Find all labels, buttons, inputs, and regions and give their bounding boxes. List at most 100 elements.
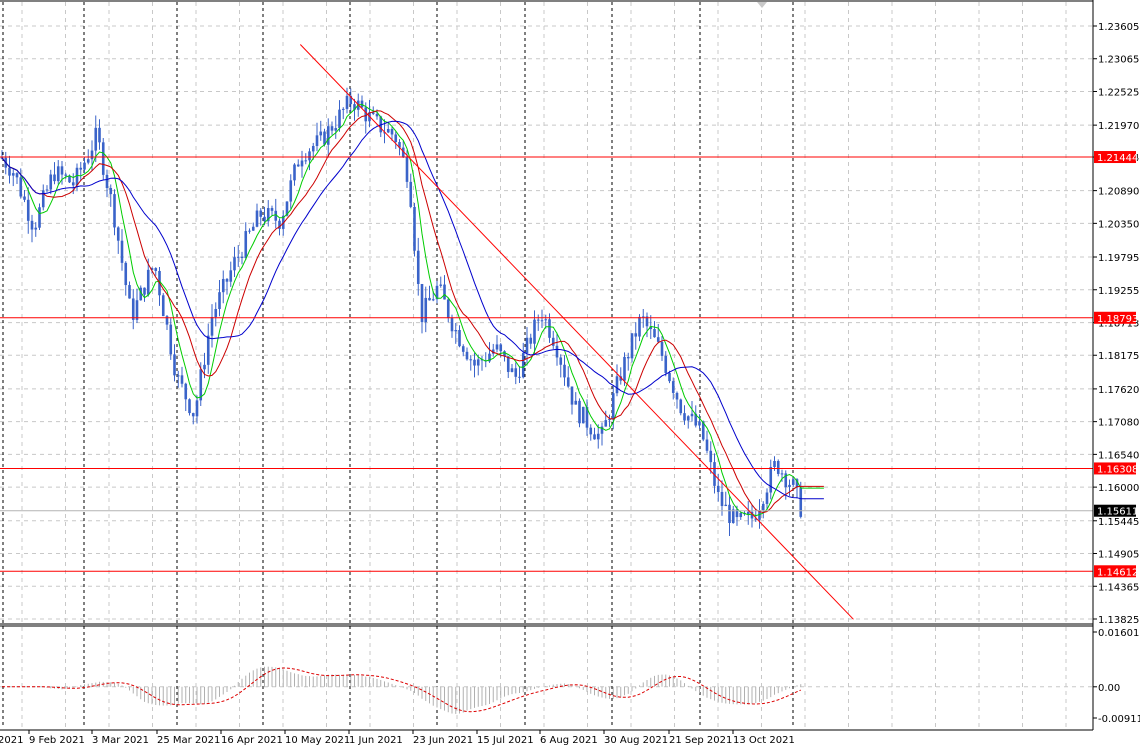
candle-body (49, 174, 53, 190)
candle-body (705, 439, 709, 451)
price-axis: 1.23605 1.23065 1.22525 1.21970 1.21444 1.208… (1093, 22, 1139, 626)
candle-body (15, 173, 19, 178)
candle-body (525, 337, 529, 354)
oscillator-tick-label: 0.01601 (1098, 628, 1139, 639)
candle-body (784, 473, 788, 488)
current-price-badge (1094, 504, 1136, 517)
candle-body (83, 162, 86, 170)
candle-body (398, 142, 401, 148)
period-separators (2, 2, 794, 728)
price-tick-label: 1.17080 (1098, 418, 1139, 429)
candle-body (424, 297, 428, 323)
candle-body (165, 316, 169, 325)
oscillator-axis: 0.01601 0.00 -0.009117 (1093, 628, 1140, 725)
candle-body (184, 383, 188, 400)
price-tick-label: 1.18713 (1098, 319, 1139, 330)
candle-body (469, 359, 473, 361)
candle-body (446, 299, 450, 319)
candle-body (236, 256, 240, 258)
candle-body (394, 134, 398, 143)
candle-body (458, 329, 461, 347)
price-tick-label: 1.17620 (1098, 385, 1139, 396)
candle-body (71, 182, 75, 186)
candle-body (634, 333, 638, 337)
candle-body (454, 329, 458, 332)
candle-body (195, 400, 199, 417)
candle-body (600, 426, 604, 434)
candle-body (521, 353, 525, 378)
time-tick-label: 9 Feb 2021 (29, 735, 85, 746)
candle-body (390, 128, 394, 135)
candle-body (244, 231, 248, 259)
candle-body (375, 113, 379, 117)
candle-body (75, 167, 79, 186)
candle-body (345, 95, 349, 109)
candle-body (788, 484, 791, 488)
candle-body (679, 399, 683, 414)
candle-body (323, 131, 326, 145)
candle-body (86, 159, 90, 163)
candle-body (476, 359, 480, 366)
candle-body (799, 487, 803, 517)
time-tick-label: 2021 (0, 735, 23, 746)
trendline[interactable] (299, 44, 854, 620)
candle-body (124, 262, 128, 286)
horizontal-levels[interactable] (0, 156, 1093, 572)
candle-body (143, 287, 146, 295)
candle-body (64, 174, 68, 176)
candle-body (623, 356, 626, 381)
time-tick-label: 23 Jun 2021 (413, 735, 473, 746)
candle-body (26, 199, 30, 221)
oscillator-panel (2, 666, 802, 714)
candle-body (113, 194, 116, 228)
candle-body (664, 355, 668, 373)
level-badge-label: 1.14612 (1097, 567, 1138, 578)
candle-body (529, 337, 533, 344)
candle-body (551, 337, 555, 346)
candle-body (289, 180, 293, 202)
candle-body (79, 167, 83, 170)
candle-body (506, 356, 510, 372)
downtrend-line[interactable] (299, 44, 854, 620)
candle-body (90, 150, 94, 160)
scroll-marker-icon[interactable] (757, 2, 767, 8)
candle-body (135, 300, 139, 320)
candle-body (491, 349, 495, 354)
candle-body (263, 216, 266, 222)
level-badge (1094, 565, 1136, 578)
candle-body (780, 473, 784, 475)
candle-body (131, 298, 135, 320)
time-axis: 2021 9 Feb 2021 3 Mar 2021 25 Mar 2021 16 Ap… (0, 730, 795, 746)
price-tick-label: 1.20350 (1098, 219, 1139, 230)
candle-body (251, 226, 255, 231)
candle-body (116, 227, 120, 241)
candle-body (139, 287, 143, 301)
candle-body (38, 207, 41, 228)
price-tick-label: 1.18175 (1098, 351, 1139, 362)
current-price-badge-label: 1.15611 (1097, 507, 1138, 518)
level-badge-label: 1.21444 (1097, 153, 1138, 164)
time-tick-label: 21 Sep 2021 (669, 735, 732, 746)
ma-mid-line (1, 110, 824, 514)
candle-body (656, 337, 660, 342)
candle-body (109, 188, 113, 195)
candle-body (675, 392, 679, 400)
time-tick-label: 6 Aug 2021 (540, 735, 598, 746)
candle-body (326, 126, 330, 145)
candle-body (686, 416, 690, 421)
candle-body (589, 427, 593, 435)
ma-fast-line (1, 103, 824, 517)
level-badge-label: 1.16308 (1097, 464, 1138, 475)
candle-body (210, 317, 214, 336)
candle-body (428, 297, 431, 301)
price-tick-label: 1.21970 (1098, 121, 1139, 132)
price-tick-label: 1.16540 (1098, 450, 1139, 461)
candle-body (660, 341, 664, 356)
candle-body (420, 283, 424, 323)
candle-body (795, 479, 799, 488)
time-tick-label: 25 Mar 2021 (157, 735, 220, 746)
candle-body (563, 364, 566, 378)
candle-body (128, 285, 131, 299)
